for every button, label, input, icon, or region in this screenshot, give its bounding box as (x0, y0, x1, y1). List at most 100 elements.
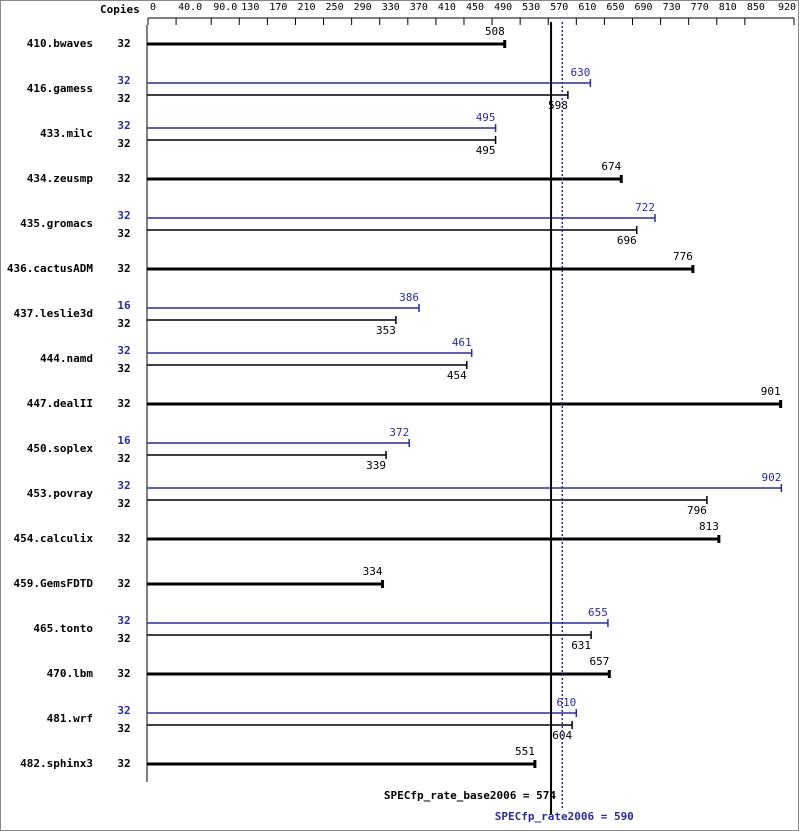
value-label: 902 (761, 471, 781, 484)
category-label: 435.gromacs (20, 217, 93, 230)
bar (147, 214, 656, 222)
copies-label: 32 (117, 262, 130, 275)
copies-label: 32 (117, 632, 130, 645)
bar (147, 580, 385, 588)
copies-label: 32 (117, 227, 130, 240)
value-label: 813 (699, 520, 719, 533)
x-tick-label: 170 (269, 2, 287, 13)
category-label: 436.cactusADM (7, 262, 93, 275)
value-label: 610 (556, 696, 576, 709)
copies-label: 32 (117, 92, 130, 105)
x-tick-label: 370 (410, 2, 428, 13)
copies-label: 32 (117, 344, 130, 357)
value-label: 674 (601, 160, 621, 173)
copies-label: 32 (117, 37, 130, 50)
copies-label: 32 (117, 209, 130, 222)
bar (147, 316, 397, 324)
category-label: 453.povray (27, 487, 94, 500)
x-tick-label: 850 (747, 2, 765, 13)
bar (147, 226, 638, 234)
value-label: 508 (485, 25, 505, 38)
category-label: 450.soplex (27, 442, 94, 455)
bar (147, 136, 497, 144)
copies-label: 32 (117, 137, 130, 150)
value-label: 657 (589, 655, 609, 668)
category-label: 434.zeusmp (27, 172, 94, 185)
value-label: 454 (447, 369, 467, 382)
reference-label: SPECfp_rate_base2006 = 574 (384, 789, 557, 802)
bar (147, 175, 623, 183)
value-label: 386 (399, 291, 419, 304)
category-label: 444.namd (40, 352, 93, 365)
copies-label: 32 (117, 479, 130, 492)
x-tick-label: 610 (578, 2, 596, 13)
copies-label: 32 (117, 397, 130, 410)
bar (147, 760, 537, 768)
x-tick-label: 290 (354, 2, 372, 13)
x-tick-label: 920 (778, 2, 796, 13)
value-label: 372 (389, 426, 409, 439)
copies-label: 32 (117, 704, 130, 717)
bar (147, 265, 695, 273)
copies-label: 32 (117, 317, 130, 330)
value-label: 353 (376, 324, 396, 337)
category-label: 481.wrf (47, 712, 93, 725)
copies-label: 16 (117, 434, 131, 447)
bar (147, 79, 592, 87)
x-tick-label: 450 (466, 2, 484, 13)
bar (147, 484, 783, 492)
value-label: 551 (515, 745, 535, 758)
category-label: 416.gamess (27, 82, 93, 95)
value-label: 776 (673, 250, 693, 263)
x-tick-label: 210 (297, 2, 315, 13)
copies-label: 32 (117, 757, 130, 770)
reference-label: SPECfp_rate2006 = 590 (495, 810, 634, 823)
x-tick-label: 410 (438, 2, 456, 13)
x-tick-label: 690 (635, 2, 653, 13)
value-label: 495 (476, 144, 496, 157)
x-tick-label: 730 (663, 2, 681, 13)
copies-label: 32 (117, 577, 130, 590)
value-label: 334 (363, 565, 383, 578)
value-label: 339 (366, 459, 386, 472)
x-tick-label: 0 (150, 2, 156, 13)
value-label: 796 (687, 504, 707, 517)
bar (147, 349, 473, 357)
copies-label: 32 (117, 362, 130, 375)
copies-label: 32 (117, 452, 130, 465)
bar (147, 124, 497, 132)
category-label: 437.leslie3d (14, 307, 93, 320)
bar (147, 40, 507, 48)
bar (147, 631, 592, 639)
x-tick-label: 770 (691, 2, 709, 13)
category-label: 465.tonto (33, 622, 93, 635)
category-label: 433.milc (40, 127, 93, 140)
category-label: 410.bwaves (27, 37, 93, 50)
copies-label: 32 (117, 667, 130, 680)
category-label: 447.dealII (27, 397, 93, 410)
x-tick-label: 570 (550, 2, 568, 13)
value-label: 722 (635, 201, 655, 214)
x-tick-label: 40.0 (178, 2, 202, 13)
category-label: 470.lbm (47, 667, 94, 680)
value-label: 630 (570, 66, 590, 79)
bar (147, 535, 721, 543)
copies-label: 32 (117, 532, 130, 545)
value-label: 461 (452, 336, 472, 349)
x-tick-label: 490 (494, 2, 512, 13)
copies-label: 32 (117, 614, 130, 627)
copies-header: Copies (100, 3, 140, 16)
bar (147, 439, 410, 447)
x-tick-label: 250 (326, 2, 344, 13)
bar (147, 91, 569, 99)
copies-label: 32 (117, 722, 130, 735)
x-tick-label: 650 (606, 2, 624, 13)
copies-label: 32 (117, 497, 130, 510)
category-label: 454.calculix (14, 532, 94, 545)
value-label: 631 (571, 639, 591, 652)
bar (147, 361, 468, 369)
value-label: 655 (588, 606, 608, 619)
bar (147, 451, 387, 459)
x-tick-label: 330 (382, 2, 400, 13)
bar (147, 721, 573, 729)
